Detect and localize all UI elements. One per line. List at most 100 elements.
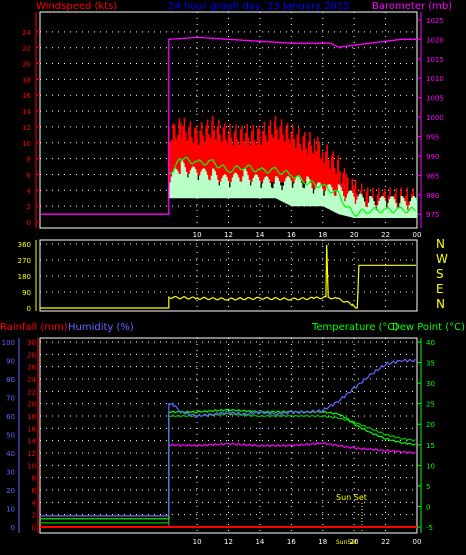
dir-y-tick: 0 [27,305,31,313]
hum-y-tick: 30 [6,469,15,477]
temp-y-tick: 0 [426,503,430,511]
windspeed-axis-label: Windspeed (kts) [36,1,117,12]
chart-title: 24 hour graph day, 23 January 2015 [168,1,350,12]
wind-y-tick: 12 [22,124,31,132]
humidity-axis-label: Humidity (%) [68,322,134,333]
wind-direction-series [40,244,416,309]
wind-y-tick: 18 [22,76,31,84]
humidity-series [40,358,416,517]
hum-y-tick: 100 [2,339,15,347]
direction-y-axis: 0 90 180 270 360 [18,240,37,313]
temp-panel-frame [39,337,418,534]
temp-y-tick: 5 [426,483,430,491]
wind-y-tick: 6 [27,171,32,179]
rainfall-trace-series [40,441,416,528]
dir-y-tick: 270 [18,257,31,265]
dir-y-tick: 90 [22,289,31,297]
hum-y-tick: 70 [6,395,15,403]
wind-y-tick: 8 [27,156,31,164]
rain-y-tick: 0 [32,524,36,532]
dir-y-tick: 360 [18,241,31,249]
temp-x-tick: 00 [413,538,422,546]
temperature-axis-label: Temperature (°C) [311,322,398,333]
rain-y-tick: 16 [27,425,36,433]
temp-y-tick: 20 [426,421,435,429]
rain-y-tick: 22 [27,388,36,396]
wind-y-tick: 4 [27,187,32,195]
temperature-series [40,408,416,520]
temp-y-tick: 25 [426,401,435,409]
wind-x-tick: 18 [318,231,327,239]
baro-y-tick: 985 [426,172,439,180]
hum-y-tick: 50 [6,432,15,440]
baro-y-tick: 1020 [426,36,444,44]
wind-x-tick: 00 [413,231,422,239]
rain-y-tick: 12 [27,450,36,458]
wind-y-tick: 2 [27,203,31,211]
dewpoint-axis-label: Dew Point (°C) [392,322,465,333]
wind-x-tick: 14 [255,231,264,239]
wind-x-axis: 10 12 14 16 18 20 22 00 [193,231,422,239]
hum-y-tick: 80 [6,376,15,384]
temp-x-axis: 10 12 14 16 18 20 22 00 [193,538,422,546]
temp-y-tick: -5 [426,524,433,532]
wind-green-series [168,156,416,218]
temperature-y-axis: -5 0 5 10 15 20 25 30 35 40 [417,338,435,533]
rain-y-tick: 26 [27,364,36,372]
baro-y-tick: 1010 [426,75,444,83]
temp-y-tick: 30 [426,380,435,388]
baro-y-tick: 1025 [426,17,444,25]
hum-y-tick: 90 [6,358,15,366]
wind-x-tick: 12 [224,231,233,239]
compass-label: E [436,282,444,296]
dew-point-series [40,412,416,524]
wind-y-tick: 20 [22,61,31,69]
hum-y-tick: 60 [6,413,15,421]
wind-y-tick: 14 [22,108,31,116]
hum-y-tick: 10 [6,506,15,514]
hum-y-tick: 40 [6,450,15,458]
temp-series [40,358,417,533]
baro-y-tick: 980 [426,192,439,200]
compass-label: N [436,237,445,251]
direction-series [40,244,416,309]
hum-y-tick: 0 [11,524,15,532]
temp-y-tick: 35 [426,360,435,368]
rain-y-tick: 10 [27,462,36,470]
dir-y-tick: 180 [18,273,31,281]
wind-y-tick: 16 [22,92,31,100]
temp-x-tick: 12 [224,538,233,546]
temp-panel-grid [40,338,418,533]
sunset-tick-label: SunSet [336,539,358,546]
compass-label: S [436,267,444,281]
baro-y-tick: 995 [426,133,439,141]
direction-panel-grid [40,240,418,311]
rain-y-tick: 2 [32,512,36,520]
barometer-y-axis: 975 980 985 990 995 1000 1005 1010 1015 1020 1025 [417,12,444,228]
rainfall-axis-label: Rainfall (mm) [0,322,68,333]
rain-y-tick: 8 [32,475,36,483]
compass-label: N [436,297,445,311]
compass-label: W [436,252,448,266]
wind-x-tick: 22 [381,231,390,239]
sunset-marker-label: Sun Set [336,493,367,502]
baro-y-tick: 1005 [426,95,444,103]
barometer-series [40,36,417,215]
rain-y-tick: 4 [32,499,37,507]
wind-x-tick: 16 [287,231,296,239]
baro-y-tick: 975 [426,211,439,219]
baro-y-tick: 990 [426,153,439,161]
wind-series [40,36,418,218]
wind-y-tick: 0 [27,219,31,227]
temp-x-tick: 10 [193,538,202,546]
wind-y-tick: 24 [22,29,31,37]
wind-y-tick: 22 [22,45,31,53]
hum-y-tick: 20 [6,487,15,495]
humidity-y-axis: 0 10 20 30 40 50 60 70 80 90 100 [2,338,20,533]
temp-y-tick: 40 [426,339,435,347]
